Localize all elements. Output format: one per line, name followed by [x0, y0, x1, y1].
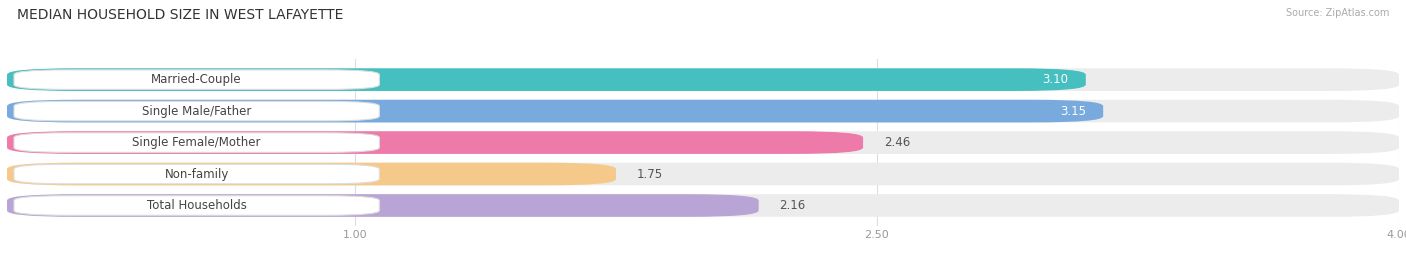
Text: MEDIAN HOUSEHOLD SIZE IN WEST LAFAYETTE: MEDIAN HOUSEHOLD SIZE IN WEST LAFAYETTE [17, 8, 343, 22]
Text: 3.15: 3.15 [1060, 105, 1085, 118]
FancyBboxPatch shape [14, 133, 380, 152]
FancyBboxPatch shape [14, 164, 380, 184]
FancyBboxPatch shape [7, 194, 759, 217]
FancyBboxPatch shape [7, 68, 1085, 91]
FancyBboxPatch shape [7, 163, 616, 185]
Text: Single Female/Mother: Single Female/Mother [132, 136, 262, 149]
Text: Non-family: Non-family [165, 168, 229, 180]
Text: Married-Couple: Married-Couple [152, 73, 242, 86]
FancyBboxPatch shape [7, 163, 1399, 185]
FancyBboxPatch shape [7, 194, 1399, 217]
Text: Source: ZipAtlas.com: Source: ZipAtlas.com [1285, 8, 1389, 18]
FancyBboxPatch shape [7, 131, 1399, 154]
Text: 1.75: 1.75 [637, 168, 664, 180]
FancyBboxPatch shape [7, 131, 863, 154]
Text: 2.16: 2.16 [779, 199, 806, 212]
FancyBboxPatch shape [7, 68, 1399, 91]
FancyBboxPatch shape [7, 100, 1399, 122]
FancyBboxPatch shape [14, 196, 380, 215]
Text: Total Households: Total Households [146, 199, 246, 212]
Text: 2.46: 2.46 [884, 136, 910, 149]
Text: Single Male/Father: Single Male/Father [142, 105, 252, 118]
FancyBboxPatch shape [14, 101, 380, 121]
FancyBboxPatch shape [7, 100, 1104, 122]
Text: 3.10: 3.10 [1042, 73, 1069, 86]
FancyBboxPatch shape [14, 70, 380, 89]
